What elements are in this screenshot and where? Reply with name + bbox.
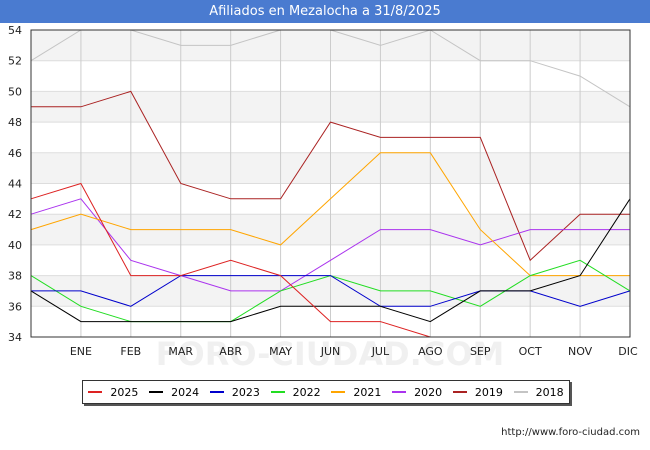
- legend-label: 2024: [171, 385, 200, 399]
- x-tick-label: JUL: [371, 345, 390, 358]
- legend-swatch: [270, 391, 285, 393]
- legend-swatch: [392, 391, 407, 393]
- plot-frame: [30, 29, 631, 338]
- series-line-2024: [30, 198, 631, 323]
- x-tick-label: MAY: [269, 345, 292, 358]
- series-line-2019: [31, 90, 630, 262]
- legend: 2025 2024 2023 2022 2021 2020 2019 2018: [82, 380, 570, 404]
- chart-title: Afiliados en Mezalocha a 31/8/2025: [0, 0, 650, 23]
- legend-swatch: [513, 391, 528, 393]
- series-line-2025: [30, 182, 431, 338]
- series-line-2020: [30, 198, 630, 292]
- legend-swatch: [209, 391, 224, 393]
- y-tick-label: 52: [8, 55, 22, 68]
- legend-item-2020: 2020: [392, 386, 442, 399]
- legend-label: 2021: [353, 385, 382, 399]
- x-tick-label: OCT: [519, 345, 542, 358]
- legend-label: 2025: [110, 385, 139, 399]
- x-axis-ticks: ENE FEB MAR ABR MAY JUN JUL AGO SEP OCT NOV DIC: [70, 345, 638, 358]
- y-tick-label: 40: [8, 239, 22, 252]
- x-tick-label: SEP: [470, 345, 491, 358]
- x-tick-label: JUN: [320, 345, 341, 358]
- y-tick-label: 48: [8, 116, 22, 129]
- y-tick-label: 36: [8, 300, 22, 313]
- legend-label: 2018: [535, 385, 564, 399]
- legend-swatch: [452, 391, 467, 393]
- y-tick-label: 54: [8, 24, 22, 37]
- x-tick-label: ABR: [219, 345, 242, 358]
- legend-label: 2019: [474, 385, 503, 399]
- y-tick-label: 34: [8, 331, 22, 344]
- legend-label: 2020: [414, 385, 443, 399]
- legend-item-2022: 2022: [270, 385, 321, 399]
- source-url[interactable]: http://www.foro-ciudad.com: [501, 427, 640, 438]
- watermark: FORO-CIUDAD.COM: [156, 335, 505, 373]
- y-tick-label: 42: [8, 208, 22, 221]
- legend-swatch: [149, 391, 164, 393]
- legend-item-2025: 2025: [88, 386, 138, 399]
- x-tick-label: DIC: [618, 345, 638, 358]
- x-tick-label: AGO: [418, 345, 443, 358]
- x-tick-label: FEB: [120, 345, 141, 358]
- y-tick-label: 46: [8, 147, 22, 160]
- x-tick-label: NOV: [568, 345, 593, 358]
- legend-item-2021: 2021: [331, 386, 381, 399]
- y-tick-label: 38: [8, 270, 22, 283]
- legend-label: 2023: [231, 385, 260, 399]
- x-tick-label: MAR: [168, 345, 193, 358]
- legend-item-2019: 2019: [452, 385, 503, 399]
- legend-item-2024: 2024: [149, 386, 199, 399]
- legend-swatch: [331, 391, 346, 393]
- legend-swatch: [88, 391, 103, 393]
- y-tick-label: 50: [8, 85, 22, 98]
- legend-label: 2022: [292, 385, 321, 399]
- legend-item-2023: 2023: [209, 385, 260, 399]
- y-tick-label: 44: [8, 178, 22, 191]
- y-axis-ticks: 34 36 38 40 42 44 46 48 50 52 54: [8, 24, 22, 344]
- legend-item-2018: 2018: [513, 385, 564, 399]
- x-tick-label: ENE: [70, 345, 92, 358]
